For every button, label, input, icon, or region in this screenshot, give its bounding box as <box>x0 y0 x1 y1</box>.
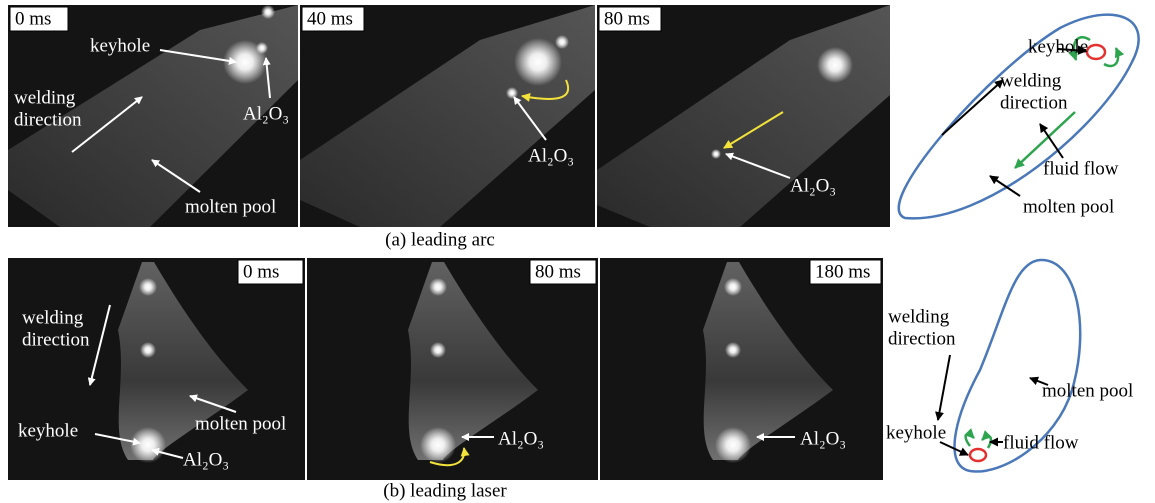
keyhole-mark <box>1087 45 1105 59</box>
pool-outline <box>899 15 1139 219</box>
arrow <box>938 355 950 420</box>
bright-spot <box>429 278 447 296</box>
label: 40 ms <box>307 8 353 29</box>
label: Al₂O₃ <box>183 449 229 470</box>
label: keyhole <box>18 420 78 441</box>
label: direction <box>888 328 956 349</box>
label: direction <box>1000 92 1068 113</box>
label: welding <box>888 306 950 327</box>
label: direction <box>14 109 82 130</box>
bright-spot <box>817 47 853 83</box>
bright-spot <box>139 278 157 296</box>
bright-spot <box>715 427 751 463</box>
label: molten pool <box>195 413 286 434</box>
label: fluid flow <box>1043 158 1119 179</box>
label: 180 ms <box>815 261 870 282</box>
label: Al₂O₃ <box>498 428 544 449</box>
label: keyhole <box>886 422 946 443</box>
label: welding <box>22 307 84 328</box>
label: keyhole <box>1028 36 1088 57</box>
label: 0 ms <box>243 261 279 282</box>
label: molten pool <box>1042 380 1133 401</box>
bright-spot <box>514 38 562 86</box>
label: (a) leading arc <box>385 229 495 250</box>
label: molten pool <box>185 196 276 217</box>
keyhole-mark <box>970 449 986 461</box>
figure: 0 mskeyholeAl₂O₃weldingdirectionmolten p… <box>0 0 1155 503</box>
label: Al₂O₃ <box>800 428 846 449</box>
arrow <box>966 434 974 446</box>
bright-spot <box>261 5 275 19</box>
bright-spot <box>130 427 166 463</box>
bright-spot <box>725 342 741 358</box>
label: molten pool <box>1023 196 1114 217</box>
bright-spot <box>711 149 721 159</box>
bright-spot <box>724 278 742 296</box>
label: welding <box>14 87 76 108</box>
label: fluid flow <box>1003 432 1079 453</box>
bright-spot <box>140 342 156 358</box>
label: keyhole <box>90 35 150 56</box>
label: Al₂O₃ <box>243 103 289 124</box>
page: 0 mskeyholeAl₂O₃weldingdirectionmolten p… <box>0 0 1155 503</box>
bright-spot <box>506 87 518 99</box>
arrow <box>942 80 1003 135</box>
bright-spot <box>555 35 569 49</box>
label: Al₂O₃ <box>790 175 836 196</box>
bright-spot <box>420 427 456 463</box>
bright-spot <box>256 42 268 54</box>
label: direction <box>22 329 90 350</box>
label: 0 ms <box>15 8 51 29</box>
label: Al₂O₃ <box>528 145 574 166</box>
arrow <box>982 436 991 448</box>
label: 80 ms <box>604 8 650 29</box>
label: welding <box>1000 70 1062 91</box>
bright-spot <box>430 342 446 358</box>
label: 80 ms <box>535 261 581 282</box>
label: (b) leading laser <box>383 480 507 501</box>
